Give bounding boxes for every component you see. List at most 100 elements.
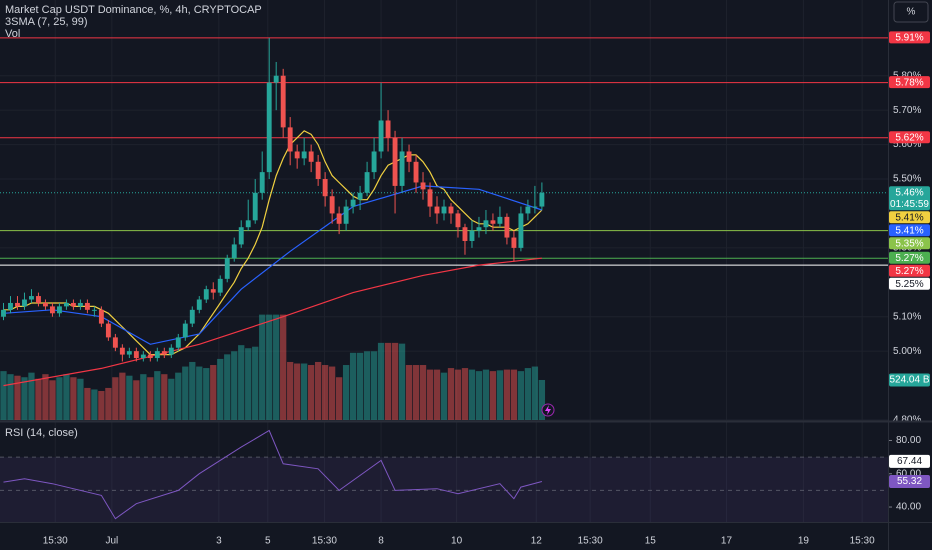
price-badge (889, 277, 930, 290)
candle-body (427, 189, 433, 207)
candle-body (203, 289, 209, 300)
rsi-tick-label: 80.00 (896, 435, 921, 446)
volume-bar (496, 370, 504, 420)
volume-bar (56, 377, 63, 420)
candle-body (70, 302, 76, 307)
candle-body (147, 354, 153, 359)
volume-bar (266, 314, 273, 420)
volume-bar (294, 363, 301, 420)
volume-bar (203, 368, 210, 420)
candle-body (161, 351, 167, 355)
volume-label: Vol (5, 28, 20, 40)
rsi-tick-label: 60.00 (896, 468, 921, 479)
y-tick-label: 5.50% (893, 174, 921, 185)
volume-bar (454, 369, 462, 420)
icon-bolt[interactable] (545, 405, 551, 415)
volume-bar (35, 378, 42, 420)
volume-bar (175, 372, 182, 420)
candle-body (399, 151, 405, 186)
volume-bar (91, 389, 98, 420)
unit-button[interactable] (893, 1, 929, 23)
volume-bar (447, 368, 455, 420)
candle-body (196, 299, 202, 310)
volume-bar (280, 314, 287, 420)
volume-bar (287, 361, 294, 420)
candle-body (43, 302, 48, 307)
x-tick-label: 15:30 (43, 536, 68, 547)
candle-body (308, 151, 314, 162)
candle-body (15, 302, 20, 307)
volume-bar (538, 379, 546, 420)
candle-body (434, 206, 440, 214)
candle-body (336, 213, 342, 224)
candle-body (112, 337, 118, 348)
x-tick-label: 19 (798, 536, 810, 547)
volume-bar (419, 365, 427, 420)
volume-bar (510, 369, 518, 420)
x-tick-label: 15:30 (578, 536, 603, 547)
candle-body (329, 196, 335, 214)
price-badge-label: 5.41% (895, 212, 923, 223)
volume-bar (49, 380, 56, 420)
volume-bar (391, 342, 399, 420)
volume-bar (531, 366, 539, 420)
candle-body (98, 309, 104, 324)
replay-icon[interactable] (541, 403, 555, 417)
volume-bar (126, 375, 133, 420)
volume-bar (259, 314, 266, 420)
candle-body (273, 75, 279, 83)
rsi-title: RSI (14, close) (5, 427, 78, 439)
x-tick-label: Jul (105, 536, 118, 547)
countdown: 01:45:59 (890, 199, 929, 210)
volume-bar (161, 374, 168, 420)
candle-body (280, 75, 286, 128)
x-tick-label: 15:30 (312, 536, 337, 547)
x-tick-label: 12 (531, 536, 543, 547)
volume-bar (412, 365, 420, 420)
rsi-badge-label: 67.44 (897, 456, 922, 467)
volume-bar (314, 361, 322, 420)
candle-body (8, 302, 13, 310)
price-badge (889, 76, 930, 89)
candle-body (105, 323, 111, 338)
price-badge (889, 31, 930, 44)
volume-bar (273, 314, 280, 420)
volume-bar (133, 380, 140, 420)
price-badge-label: 5.91% (895, 33, 923, 44)
volume-bar (384, 342, 392, 420)
volume-bar (14, 375, 21, 420)
volume-bar (119, 372, 126, 420)
candle-body (91, 309, 97, 311)
price-badge (889, 224, 930, 237)
volume-bar (238, 345, 245, 420)
candle-body (119, 347, 125, 355)
candle-body (22, 299, 27, 307)
volume-badge-label: 524.04 B (889, 375, 929, 386)
candle-body (259, 172, 265, 193)
volume-bar (524, 368, 532, 420)
candle-body (476, 227, 482, 231)
candle-body (189, 309, 195, 324)
price-badge-label: 5.27% (895, 266, 923, 277)
candle-body (168, 347, 174, 355)
candle-body (182, 323, 188, 338)
candle-body (133, 351, 139, 359)
volume-bar (28, 372, 35, 420)
candle-body (84, 302, 90, 310)
price-badge (889, 211, 930, 224)
candle-body (378, 120, 384, 152)
volume-bar (405, 365, 413, 420)
volume-bar (468, 369, 476, 420)
volume-bar (342, 365, 350, 420)
candle-body (231, 244, 237, 259)
candle-body (357, 192, 363, 200)
x-tick-label: 5 (265, 536, 271, 547)
volume-bar (196, 366, 203, 420)
volume-bar (301, 363, 308, 420)
unit-button-label[interactable]: % (907, 7, 916, 18)
volume-bar (349, 352, 357, 420)
price-badge (889, 186, 930, 211)
